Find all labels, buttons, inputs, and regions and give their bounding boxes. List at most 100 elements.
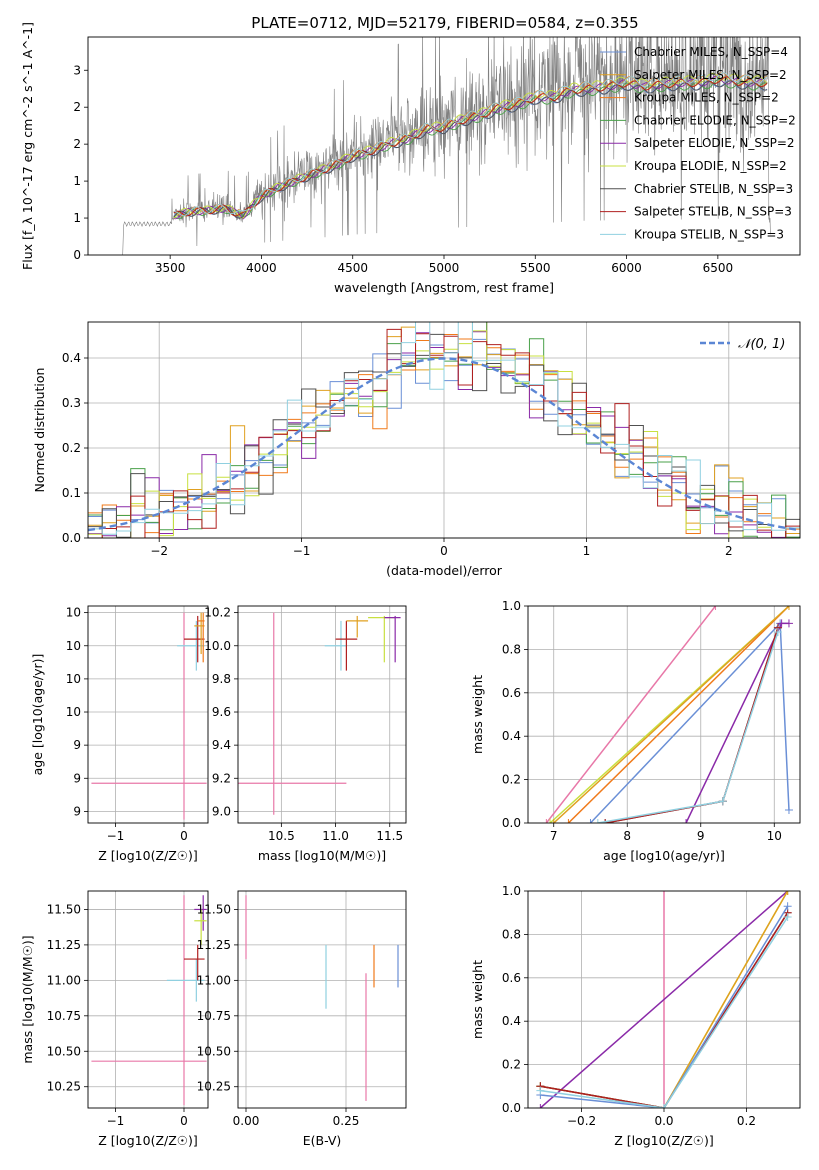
y-tick-label: 1.0 — [502, 884, 521, 898]
cumulative-line — [540, 916, 789, 1108]
y-tick-label: 11.50 — [47, 902, 81, 916]
legend-label: Chabrier ELODIE, N_SSP=2 — [634, 113, 796, 127]
x-axis-label: Z [log10(Z/Z☉)] — [614, 1133, 714, 1148]
axes-frame — [87, 321, 801, 539]
panel-mass-age: 10.5 11.0 11.5 9.0 9.2 9.4 9.6 9.8 10.0 10.2 mass … — [204, 605, 407, 863]
legend-label: Salpeter STELIB, N_SSP=3 — [634, 205, 792, 219]
figure-title: PLATE=0712, MJD=52179, FIBERID=0584, z=0… — [251, 14, 638, 32]
data-point — [91, 612, 207, 820]
x-axis-label: E(B-V) — [303, 1133, 342, 1148]
y-tick-label: 10 — [66, 705, 81, 719]
x-axis-label: age [log10(age/yr)] — [603, 848, 725, 863]
x-axis-label: Z [log10(Z/Z☉)] — [98, 1133, 198, 1148]
y-tick-label: 0.4 — [502, 1014, 521, 1028]
x-tick-label: 0 — [180, 829, 188, 843]
axes-frame — [87, 605, 209, 824]
plot-area — [536, 891, 792, 1108]
y-tick-label: 0.0 — [502, 816, 521, 830]
y-tick-label: 0.6 — [502, 971, 521, 985]
plus-marker — [542, 819, 551, 823]
x-tick-label: 9 — [697, 829, 705, 843]
legend: Chabrier MILES, N_SSP=4 Salpeter MILES, N… — [600, 45, 796, 241]
y-tick-label: 11.00 — [47, 973, 81, 987]
plus-marker — [783, 902, 792, 911]
legend-label: Chabrier MILES, N_SSP=4 — [634, 45, 788, 59]
x-tick-label: 10.5 — [268, 829, 295, 843]
axes-frame — [237, 890, 407, 1109]
plus-marker — [660, 891, 668, 895]
x-tick-label: 2 — [725, 544, 733, 558]
plus-marker — [601, 819, 610, 823]
y-tick-label: 10.25 — [47, 1080, 81, 1094]
plus-marker — [718, 797, 727, 806]
x-tick-label: −0.2 — [567, 1114, 596, 1128]
cumulative-line — [605, 627, 779, 823]
y-tick-label: 0.0 — [62, 531, 81, 545]
model-spectrum — [173, 72, 768, 219]
y-tick-label: 10 — [66, 672, 81, 686]
plus-marker — [546, 819, 555, 823]
cumulative-line — [589, 621, 790, 823]
x-axis-label: (data-model)/error — [386, 563, 503, 578]
panel-metallicity-cumulative-mass-weight: −0.2 0.0 0.2 0.0 0.2 0.4 0.6 0.8 1.0 Z [log10(Z/Z… — [470, 884, 801, 1148]
x-tick-label: 0.0 — [654, 1114, 673, 1128]
data-point — [177, 620, 205, 671]
normal-curve — [88, 357, 798, 532]
y-tick-label: 9 — [73, 738, 81, 752]
data-point — [335, 620, 358, 671]
plus-marker — [783, 913, 792, 922]
legend-label: Salpeter ELODIE, N_SSP=2 — [634, 136, 795, 150]
x-axis-label: mass [log10(M/M☉)] — [258, 848, 386, 863]
data-point — [324, 620, 347, 671]
x-axis-label: wavelength [Angstrom, rest frame] — [334, 280, 554, 295]
y-tick-label: 0.2 — [62, 441, 81, 455]
plus-marker — [564, 819, 573, 823]
y-tick-label: 11.25 — [47, 938, 81, 952]
plus-marker — [536, 1104, 545, 1108]
x-tick-label: 11.5 — [376, 829, 403, 843]
x-tick-label: 3500 — [155, 261, 186, 275]
y-tick-label: 10.2 — [204, 606, 231, 620]
y-tick-label: 11.50 — [197, 902, 231, 916]
y-axis-label: Normed distribution — [32, 368, 47, 493]
y-tick-label: 10.75 — [47, 1009, 81, 1023]
axes-frame — [527, 890, 801, 1109]
y-tick-label: 0.4 — [502, 729, 521, 743]
plus-marker — [682, 819, 691, 823]
y-tick-label: 10.75 — [197, 1009, 231, 1023]
plus-marker — [536, 1086, 545, 1095]
data-point — [238, 612, 347, 815]
y-tick-label: 0.2 — [502, 773, 521, 787]
plot-area — [88, 322, 800, 538]
plot-area — [122, 37, 771, 255]
y-tick-label: 0.6 — [502, 686, 521, 700]
y-axis-label: mass weight — [470, 675, 485, 754]
x-tick-label: 0.25 — [333, 1114, 360, 1128]
y-tick-label: 10 — [66, 606, 81, 620]
data-point — [194, 909, 207, 945]
plus-marker — [784, 805, 793, 814]
y-tick-label: 9.4 — [212, 738, 231, 752]
x-tick-label: 7 — [550, 829, 558, 843]
y-tick-label: 1 — [73, 211, 81, 225]
y-tick-label: 3 — [73, 63, 81, 77]
cumulative-line — [539, 891, 789, 1108]
x-tick-label: 0 — [440, 544, 448, 558]
x-tick-label: −1 — [107, 1114, 125, 1128]
y-tick-label: 2 — [73, 100, 81, 114]
data-point — [346, 615, 369, 638]
legend-label: Kroupa STELIB, N_SSP=3 — [634, 227, 784, 241]
data-point — [184, 944, 205, 981]
model-spectrum — [173, 76, 768, 217]
y-tick-label: 9.2 — [212, 771, 231, 785]
y-tick-label: 10.50 — [47, 1044, 81, 1058]
x-tick-label: 4500 — [337, 261, 368, 275]
cumulative-line — [553, 606, 790, 823]
x-tick-label: −1 — [107, 829, 125, 843]
x-axis-label: Z [log10(Z/Z☉)] — [98, 848, 198, 863]
y-tick-label: 10.25 — [197, 1080, 231, 1094]
x-tick-label: 10 — [767, 829, 782, 843]
axes-frame — [237, 605, 407, 824]
axes-frame — [527, 605, 801, 824]
